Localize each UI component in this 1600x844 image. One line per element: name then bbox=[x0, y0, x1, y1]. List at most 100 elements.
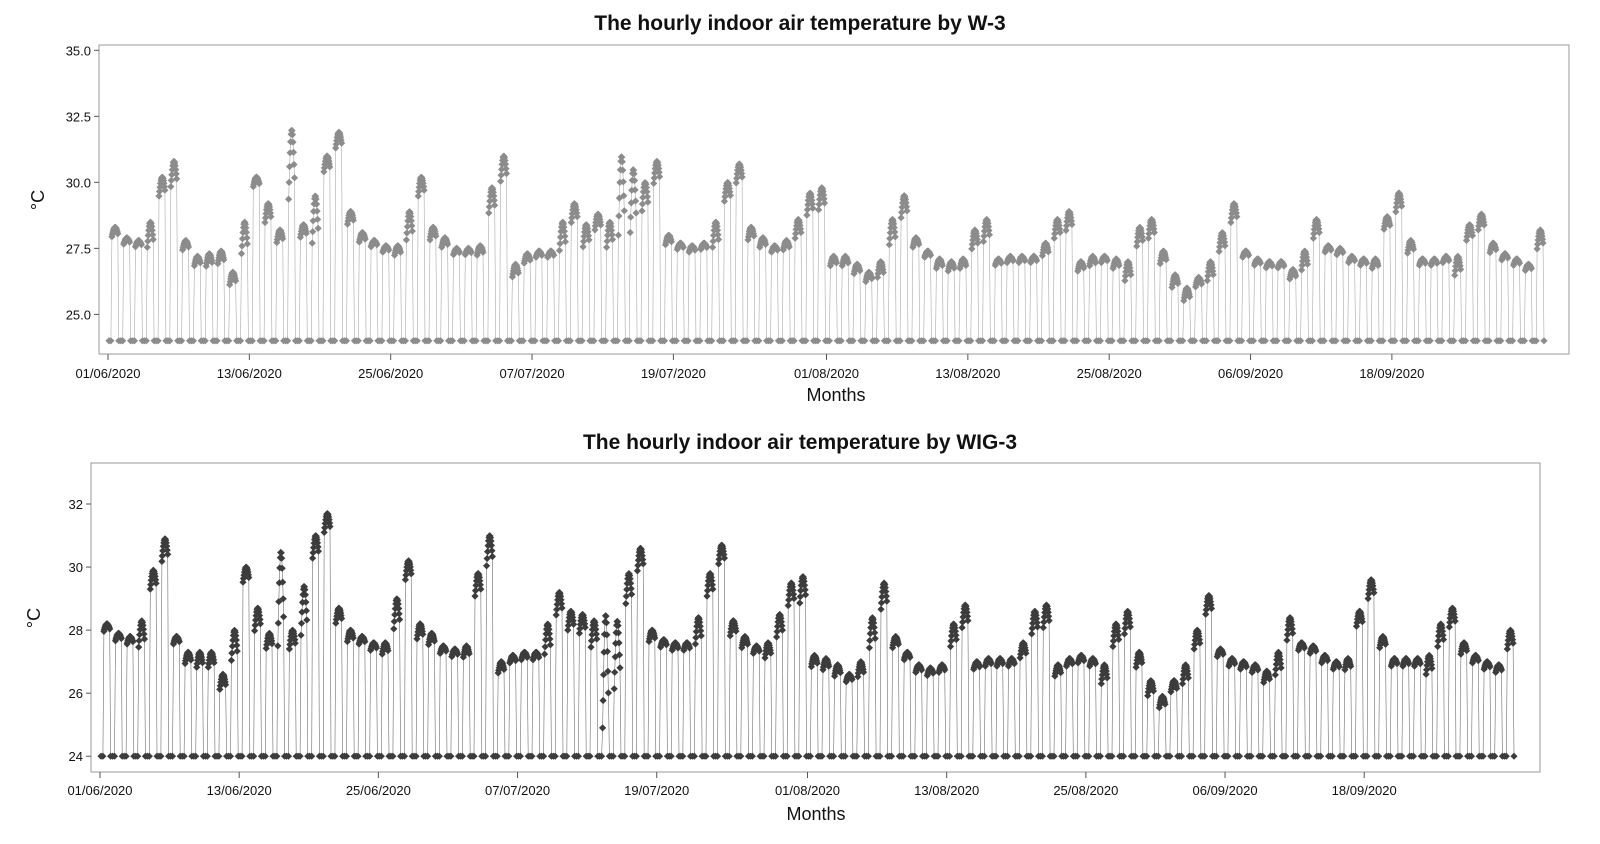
data-point bbox=[560, 223, 568, 231]
data-point bbox=[634, 561, 642, 569]
data-point bbox=[1532, 337, 1540, 345]
data-point bbox=[284, 752, 293, 760]
data-point bbox=[679, 243, 687, 252]
data-point bbox=[615, 639, 623, 647]
data-point bbox=[163, 542, 171, 550]
data-point bbox=[557, 592, 565, 600]
data-point bbox=[1122, 615, 1130, 623]
data-point bbox=[412, 752, 420, 760]
data-point bbox=[639, 560, 647, 568]
data-point bbox=[891, 233, 899, 241]
data-point bbox=[866, 636, 874, 645]
data-point bbox=[396, 615, 404, 624]
data-point bbox=[692, 628, 700, 636]
data-point bbox=[992, 752, 1000, 760]
data-point bbox=[516, 752, 524, 760]
data-point bbox=[825, 662, 833, 670]
data-point bbox=[947, 637, 955, 645]
data-point bbox=[447, 752, 455, 760]
data-point bbox=[1491, 752, 1499, 760]
data-point bbox=[500, 665, 508, 674]
data-point bbox=[871, 629, 879, 637]
data-point bbox=[1226, 337, 1234, 345]
data-point bbox=[1398, 202, 1406, 210]
data-point bbox=[879, 268, 887, 277]
data-point bbox=[1445, 623, 1453, 631]
data-point bbox=[320, 528, 328, 536]
data-point bbox=[1179, 337, 1187, 345]
data-point bbox=[1433, 752, 1441, 760]
data-point bbox=[590, 337, 598, 345]
data-point bbox=[1191, 337, 1199, 345]
data-point bbox=[877, 605, 885, 613]
data-point bbox=[1364, 595, 1372, 603]
data-point bbox=[603, 237, 611, 245]
data-point bbox=[592, 630, 600, 638]
data-point bbox=[286, 149, 294, 157]
data-point bbox=[519, 337, 527, 345]
data-point bbox=[931, 337, 940, 345]
data-point bbox=[1305, 752, 1313, 760]
data-point bbox=[963, 608, 971, 616]
data-point bbox=[490, 196, 498, 204]
data-point bbox=[1340, 752, 1348, 760]
data-point bbox=[627, 213, 635, 221]
data-point bbox=[1028, 630, 1036, 638]
data-point bbox=[1293, 752, 1302, 760]
data-point bbox=[338, 614, 346, 623]
data-point bbox=[1126, 623, 1134, 631]
data-point bbox=[407, 570, 415, 578]
data-point bbox=[886, 229, 894, 237]
data-point bbox=[472, 581, 480, 589]
data-point bbox=[1298, 266, 1306, 274]
data-point bbox=[709, 585, 717, 593]
data-point bbox=[1381, 640, 1390, 648]
data-point bbox=[497, 177, 505, 185]
x-axis-label: Months bbox=[786, 804, 845, 824]
x-tick-label: 01/06/2020 bbox=[67, 783, 132, 798]
data-point bbox=[1233, 213, 1241, 221]
data-point bbox=[1367, 337, 1375, 345]
data-point bbox=[1438, 624, 1446, 632]
data-point bbox=[321, 524, 329, 532]
data-point bbox=[902, 203, 911, 211]
data-point bbox=[1457, 265, 1465, 273]
data-point bbox=[877, 599, 885, 607]
data-point bbox=[1009, 257, 1017, 265]
data-point bbox=[1227, 218, 1235, 227]
data-point bbox=[225, 337, 233, 345]
data-point bbox=[709, 243, 717, 251]
data-point bbox=[871, 634, 879, 643]
y-tick-label: 30.0 bbox=[66, 175, 91, 190]
data-point bbox=[228, 649, 236, 657]
data-point bbox=[319, 337, 327, 345]
data-point bbox=[1191, 640, 1199, 649]
data-point bbox=[637, 337, 645, 345]
data-point bbox=[233, 641, 241, 649]
data-point bbox=[313, 207, 321, 215]
y-axis: 24 26 28 30 32 bbox=[69, 497, 91, 764]
data-point bbox=[419, 630, 427, 638]
data-point bbox=[1022, 649, 1030, 657]
data-point bbox=[550, 251, 558, 259]
data-point bbox=[1197, 280, 1206, 288]
y-tick-label: 27.5 bbox=[66, 241, 91, 256]
data-point bbox=[576, 620, 584, 628]
data-point bbox=[1392, 203, 1400, 211]
data-point bbox=[642, 183, 650, 192]
data-point bbox=[690, 752, 698, 760]
data-point bbox=[408, 222, 416, 230]
data-point bbox=[1114, 631, 1122, 639]
data-point bbox=[231, 628, 239, 636]
data-point bbox=[1297, 337, 1305, 345]
data-point bbox=[1533, 245, 1541, 253]
data-point bbox=[803, 211, 811, 219]
data-point bbox=[472, 337, 480, 345]
data-point bbox=[721, 193, 729, 201]
data-point bbox=[586, 752, 594, 760]
data-point bbox=[1215, 247, 1223, 256]
data-point bbox=[714, 235, 723, 244]
data-point bbox=[920, 337, 928, 345]
data-point bbox=[558, 604, 566, 612]
data-point bbox=[1261, 337, 1269, 345]
